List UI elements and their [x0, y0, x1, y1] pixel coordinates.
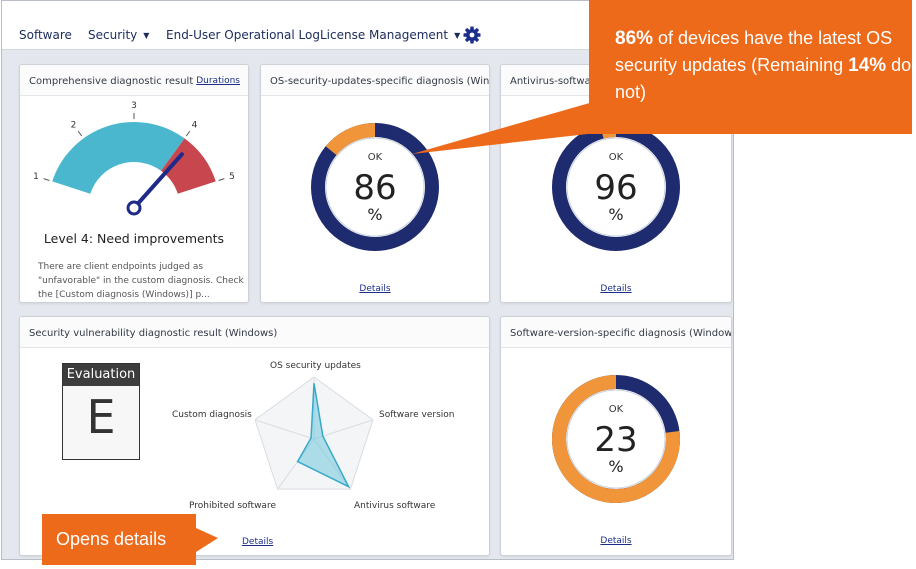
radar-label-prohibited: Prohibited software	[189, 501, 276, 511]
nav-security[interactable]: Security ▼	[88, 28, 149, 42]
radar-data-polygon	[296, 383, 351, 489]
panel-title: OS-security-updates-specific diagnosis (…	[270, 76, 490, 87]
evaluation-box: Evaluation E	[62, 363, 140, 460]
gauge-tick	[218, 178, 225, 181]
details-link[interactable]: Details	[242, 537, 274, 547]
nav-license-label: License Management	[320, 28, 449, 42]
level-text: Level 4: Need improvements	[43, 231, 225, 246]
gauge-tick	[185, 130, 191, 137]
gauge-ticks	[43, 113, 225, 181]
donut-ng-segment	[552, 375, 680, 503]
nav-license-management[interactable]: License Management ▼	[320, 28, 460, 42]
donut-status: OK	[368, 152, 383, 163]
gauge-red-arc	[161, 138, 216, 194]
gauge-needle	[132, 152, 184, 210]
donut-value: 86	[353, 168, 396, 208]
comprehensive-diagnostic-panel: Comprehensive diagnostic result Duration…	[19, 64, 249, 303]
durations-link[interactable]: Durations	[196, 76, 240, 86]
donut-status: OK	[609, 404, 624, 415]
callout-pct-ng: 14%	[848, 55, 887, 76]
caret-down-icon: ▼	[454, 31, 461, 40]
callout-text-1: of devices have the latest OS security u…	[615, 28, 893, 75]
callout-pct-ok: 86%	[615, 28, 654, 49]
os-updates-panel: OS-security-updates-specific diagnosis (…	[260, 64, 490, 303]
radar-label-antivirus: Antivirus software	[354, 501, 436, 511]
donut-status: OK	[609, 152, 624, 163]
caret-down-icon: ▼	[143, 31, 150, 40]
os-updates-callout: 86% of devices have the latest OS securi…	[589, 0, 912, 134]
gauge-label-3: 3	[131, 101, 137, 111]
radar-grid-spoke	[313, 419, 374, 440]
evaluation-label: Evaluation	[63, 364, 139, 386]
gauge-teal-arc	[52, 121, 185, 194]
software-version-donut: OK 23 %	[552, 375, 680, 503]
radar-label-os-updates: OS security updates	[270, 361, 361, 371]
donut-value: 23	[594, 420, 637, 460]
security-vulnerability-panel: Security vulnerability diagnostic result…	[19, 316, 490, 556]
panel-title: Software-version-specific diagnosis (Win…	[510, 328, 732, 339]
gauge-hub	[126, 200, 142, 216]
bottom-callout-pointer	[196, 528, 218, 552]
gauge-label-4: 4	[192, 121, 198, 131]
gauge-tick	[77, 130, 83, 137]
donut-unit: %	[367, 205, 382, 224]
software-version-panel: Software-version-specific diagnosis (Win…	[500, 316, 732, 556]
os-updates-donut: OK 86 %	[311, 123, 439, 251]
donut-center	[325, 137, 425, 237]
details-link[interactable]: Details	[359, 284, 391, 294]
details-link[interactable]: Details	[600, 536, 632, 546]
gauge-label-5: 5	[229, 172, 235, 182]
donut-value: 96	[594, 168, 637, 208]
gear-icon[interactable]	[462, 25, 482, 45]
donut-ng-segment	[325, 123, 376, 156]
gauge-label-2: 2	[71, 121, 77, 131]
radar-label-software-version: Software version	[379, 410, 455, 420]
donut-center	[566, 389, 666, 489]
panel-header: OS-security-updates-specific diagnosis (…	[261, 65, 489, 96]
nav-end-user-log[interactable]: End-User Operational Log	[166, 28, 320, 42]
evaluation-grade: E	[86, 390, 116, 444]
level-description: There are client endpoints judged as "un…	[38, 262, 244, 300]
donut-unit: %	[608, 457, 623, 476]
radar-grid-spoke	[254, 419, 315, 440]
radar-chart	[254, 376, 374, 490]
details-callout: Opens details	[42, 514, 196, 565]
nav-security-label: Security	[88, 28, 138, 42]
panel-header: Software-version-specific diagnosis (Win…	[501, 317, 731, 348]
panel-title: Antivirus-software	[510, 76, 601, 87]
panel-header: Security vulnerability diagnostic result…	[20, 317, 489, 348]
panel-title: Comprehensive diagnostic result	[29, 76, 194, 87]
level-gauge: 1 2 3 4 5	[33, 101, 235, 216]
gauge-label-1: 1	[33, 172, 39, 182]
donut-center	[566, 137, 666, 237]
panel-header: Comprehensive diagnostic result Duration…	[20, 65, 248, 96]
details-link[interactable]: Details	[600, 284, 632, 294]
radar-label-custom: Custom diagnosis	[172, 410, 252, 420]
donut-unit: %	[608, 205, 623, 224]
gauge-tick	[43, 178, 50, 181]
callout-text-2: do not)	[615, 55, 912, 102]
panel-title: Security vulnerability diagnostic result…	[29, 328, 278, 339]
top-callout-pointer	[412, 100, 640, 154]
nav-software[interactable]: Software	[19, 28, 72, 42]
